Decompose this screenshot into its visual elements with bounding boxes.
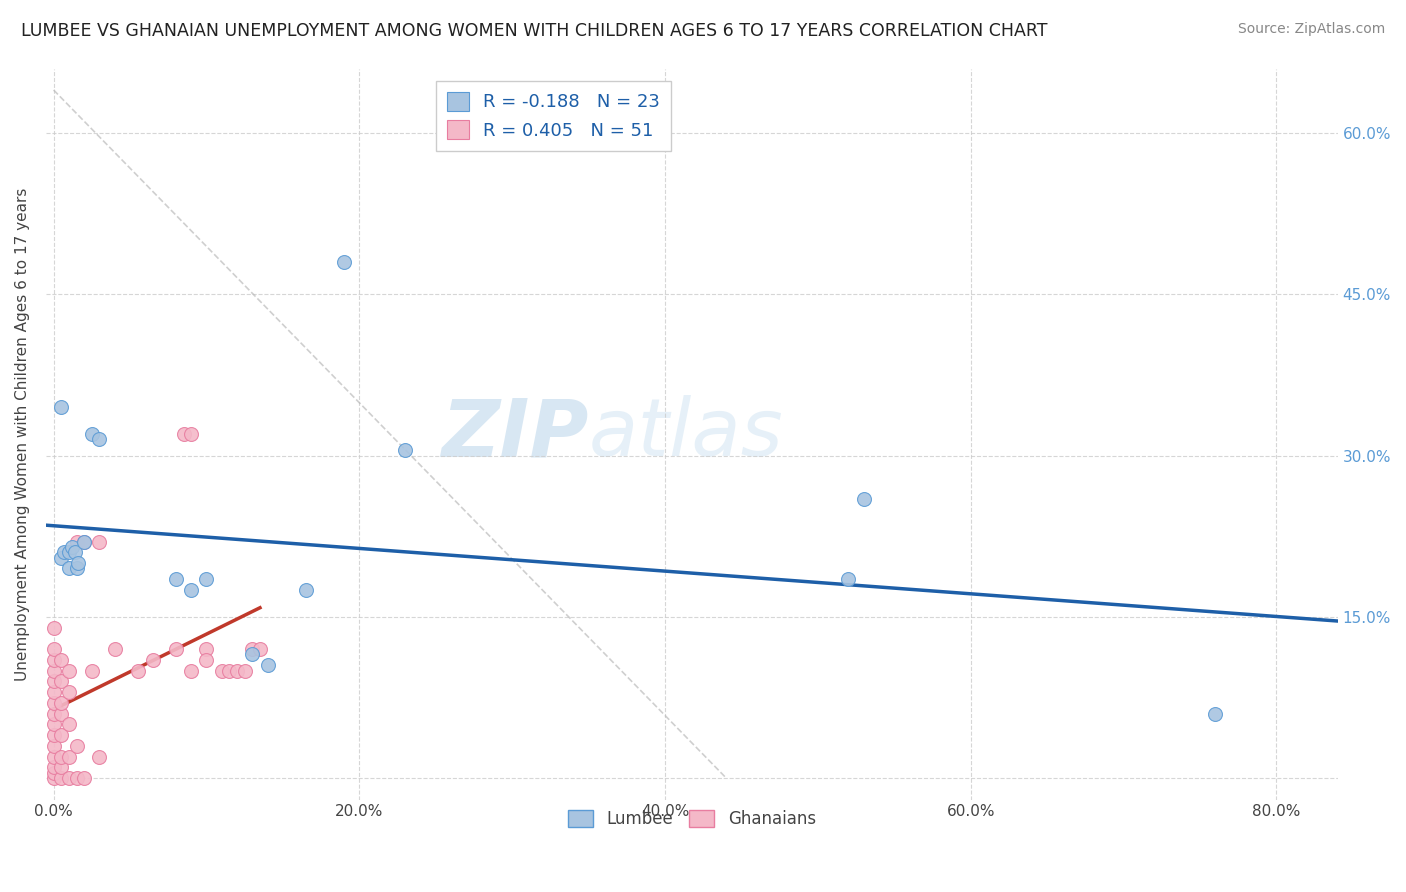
Point <box>42 765 65 780</box>
Point <box>51 760 73 774</box>
Point <box>127 664 149 678</box>
Point <box>173 427 195 442</box>
Point <box>51 696 73 710</box>
Point <box>240 648 263 662</box>
Point <box>142 653 165 667</box>
Point <box>195 572 218 586</box>
Point <box>165 642 187 657</box>
Y-axis label: Unemployment Among Women with Children Ages 6 to 17 years: Unemployment Among Women with Children A… <box>15 187 30 681</box>
Point <box>63 545 86 559</box>
Point <box>195 642 218 657</box>
Point <box>42 728 65 742</box>
Text: ZIP: ZIP <box>441 395 589 473</box>
Point <box>195 653 218 667</box>
Point <box>233 664 256 678</box>
Point <box>80 664 103 678</box>
Point <box>67 556 90 570</box>
Point <box>58 749 80 764</box>
Point <box>80 427 103 442</box>
Point <box>58 771 80 785</box>
Point <box>42 706 65 721</box>
Point <box>42 621 65 635</box>
Point <box>65 534 87 549</box>
Point <box>42 760 65 774</box>
Point <box>60 540 83 554</box>
Point <box>42 749 65 764</box>
Point <box>837 572 859 586</box>
Point <box>73 534 96 549</box>
Point <box>89 433 111 447</box>
Point <box>51 550 73 565</box>
Point <box>333 255 356 269</box>
Point <box>394 443 416 458</box>
Text: atlas: atlas <box>589 395 783 473</box>
Point <box>53 545 76 559</box>
Point <box>180 664 202 678</box>
Point <box>58 685 80 699</box>
Point <box>58 664 80 678</box>
Point <box>42 642 65 657</box>
Point <box>58 561 80 575</box>
Point <box>1204 706 1226 721</box>
Point <box>42 717 65 731</box>
Point <box>42 653 65 667</box>
Point <box>65 739 87 753</box>
Point <box>211 664 233 678</box>
Point <box>256 658 278 673</box>
Point <box>89 534 111 549</box>
Text: LUMBEE VS GHANAIAN UNEMPLOYMENT AMONG WOMEN WITH CHILDREN AGES 6 TO 17 YEARS COR: LUMBEE VS GHANAIAN UNEMPLOYMENT AMONG WO… <box>21 22 1047 40</box>
Point <box>51 400 73 414</box>
Point <box>165 572 187 586</box>
Point <box>240 642 263 657</box>
Point <box>180 427 202 442</box>
Legend: Lumbee, Ghanaians: Lumbee, Ghanaians <box>561 804 823 835</box>
Point <box>65 771 87 785</box>
Point <box>73 771 96 785</box>
Point <box>42 674 65 689</box>
Point <box>51 728 73 742</box>
Point <box>51 653 73 667</box>
Point <box>42 739 65 753</box>
Point <box>42 664 65 678</box>
Point <box>51 749 73 764</box>
Text: Source: ZipAtlas.com: Source: ZipAtlas.com <box>1237 22 1385 37</box>
Point <box>51 706 73 721</box>
Point <box>65 561 87 575</box>
Point <box>295 582 318 597</box>
Point <box>51 674 73 689</box>
Point <box>42 696 65 710</box>
Point <box>226 664 249 678</box>
Point <box>73 534 96 549</box>
Point <box>180 582 202 597</box>
Point <box>42 771 65 785</box>
Point <box>42 685 65 699</box>
Point <box>58 717 80 731</box>
Point <box>104 642 127 657</box>
Point <box>218 664 240 678</box>
Point <box>51 771 73 785</box>
Point <box>58 545 80 559</box>
Point <box>89 749 111 764</box>
Point <box>852 491 875 506</box>
Point <box>249 642 271 657</box>
